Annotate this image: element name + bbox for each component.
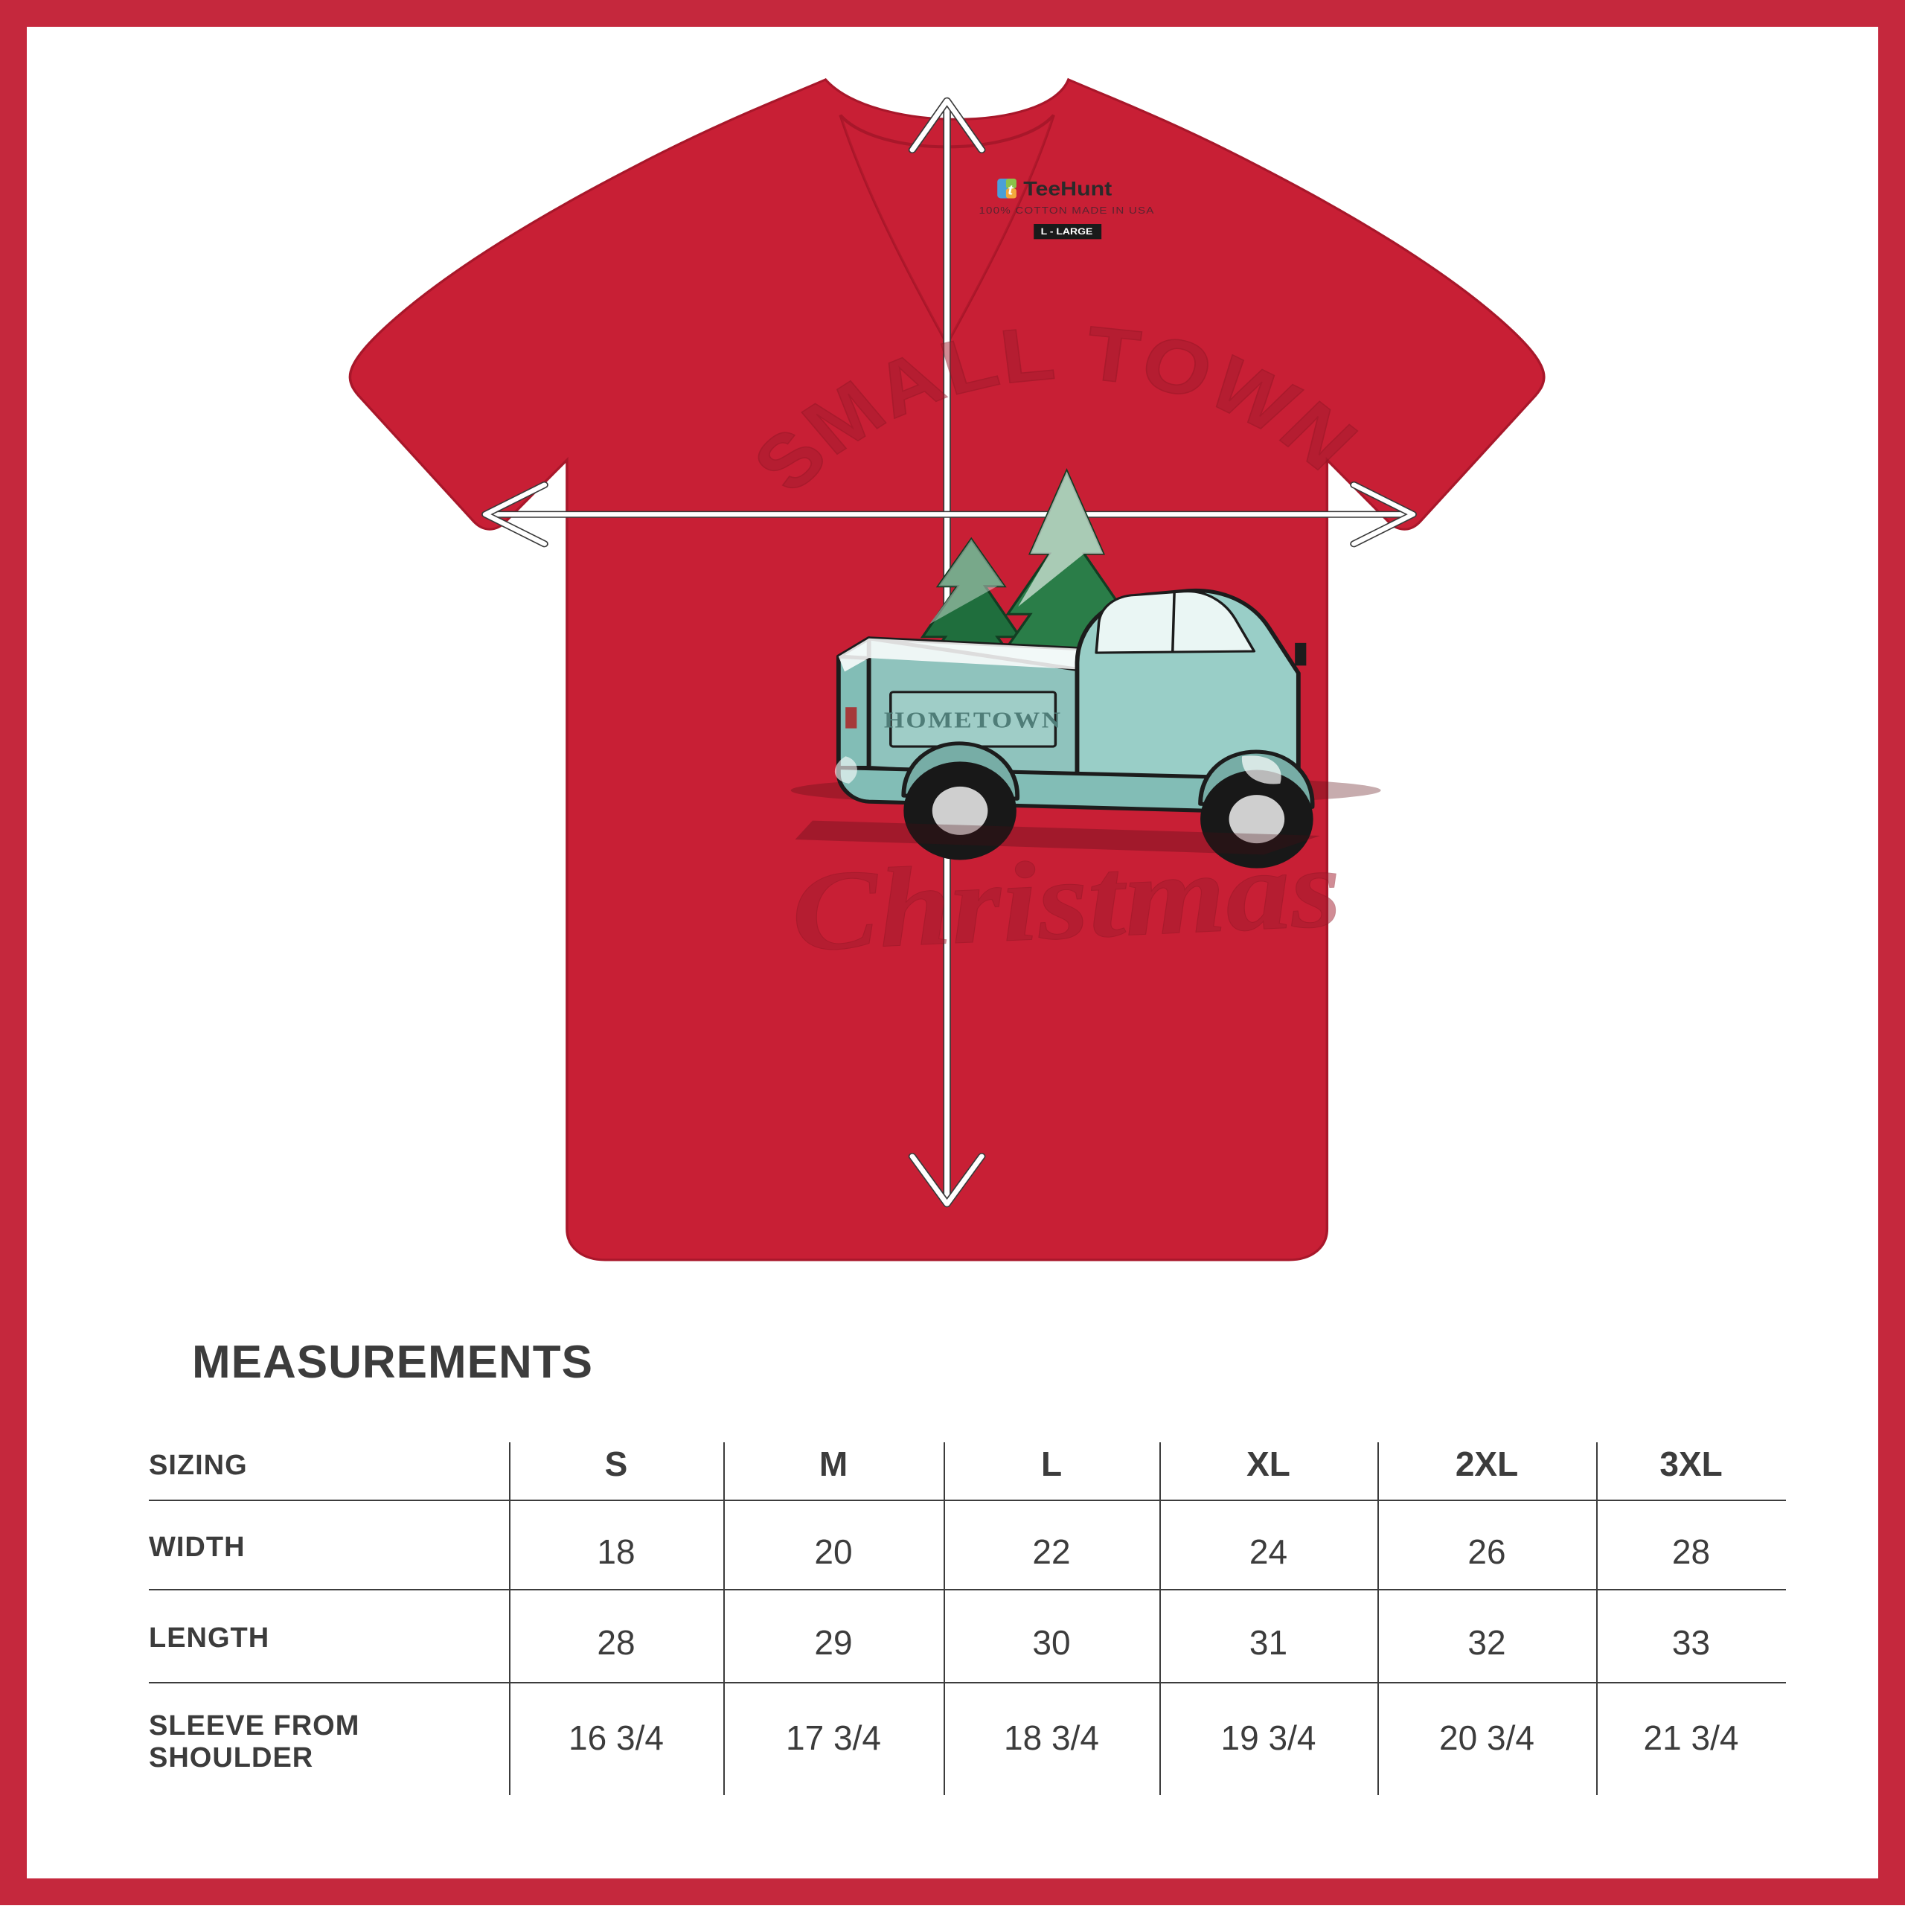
svg-text:TeeHunt: TeeHunt [1023, 178, 1112, 200]
svg-text:L - LARGE: L - LARGE [1041, 226, 1093, 237]
svg-text:HOMETOWN: HOMETOWN [884, 708, 1063, 733]
svg-text:100% COTTON MADE IN USA: 100% COTTON MADE IN USA [979, 205, 1154, 217]
